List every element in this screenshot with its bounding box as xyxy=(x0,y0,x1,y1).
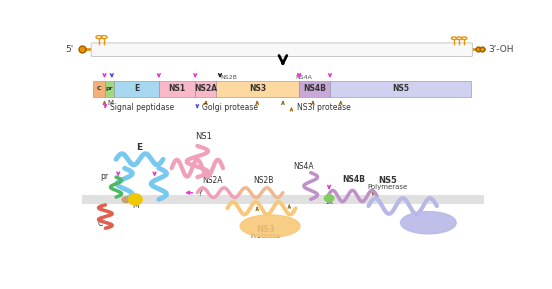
FancyBboxPatch shape xyxy=(82,195,484,203)
FancyBboxPatch shape xyxy=(104,81,114,97)
Text: NS1: NS1 xyxy=(195,132,212,141)
Text: NS5: NS5 xyxy=(378,176,397,185)
Ellipse shape xyxy=(325,195,334,202)
Text: Golgi protease: Golgi protease xyxy=(203,103,258,112)
Text: pr: pr xyxy=(100,172,109,181)
Text: C: C xyxy=(97,219,103,228)
FancyBboxPatch shape xyxy=(91,43,473,56)
Text: M: M xyxy=(108,100,114,106)
Ellipse shape xyxy=(401,212,456,234)
Text: NS5: NS5 xyxy=(392,84,409,93)
Text: NS4B: NS4B xyxy=(342,175,365,184)
FancyBboxPatch shape xyxy=(299,81,330,97)
Text: NS2B: NS2B xyxy=(253,176,274,185)
Text: Signal peptidase: Signal peptidase xyxy=(110,103,174,112)
Text: NS4A: NS4A xyxy=(295,75,312,80)
Text: 5': 5' xyxy=(65,45,73,54)
Ellipse shape xyxy=(122,197,130,203)
FancyBboxPatch shape xyxy=(93,81,104,97)
Ellipse shape xyxy=(129,194,142,205)
Ellipse shape xyxy=(240,215,300,237)
Text: NS2B: NS2B xyxy=(220,75,237,80)
Text: 3'-OH: 3'-OH xyxy=(489,45,514,54)
Text: NS4B: NS4B xyxy=(303,84,326,93)
Text: C: C xyxy=(96,86,101,92)
Text: ?: ? xyxy=(198,188,203,198)
Text: pr: pr xyxy=(105,86,113,92)
Text: NS3: NS3 xyxy=(249,84,266,93)
Text: E: E xyxy=(134,84,139,93)
Text: E: E xyxy=(136,143,142,152)
FancyBboxPatch shape xyxy=(195,81,216,97)
Text: NS4A: NS4A xyxy=(293,162,314,171)
FancyBboxPatch shape xyxy=(216,81,299,97)
Text: NS2A: NS2A xyxy=(194,84,217,93)
Text: M: M xyxy=(132,201,139,210)
Text: NS1: NS1 xyxy=(168,84,185,93)
FancyBboxPatch shape xyxy=(330,81,471,97)
Text: 2K: 2K xyxy=(325,200,333,205)
FancyBboxPatch shape xyxy=(159,81,195,97)
Text: NS3i protease: NS3i protease xyxy=(296,103,351,112)
FancyBboxPatch shape xyxy=(114,81,159,97)
Text: Protease: Protease xyxy=(251,233,281,239)
Text: NS2A: NS2A xyxy=(202,176,222,185)
Text: NS3: NS3 xyxy=(257,225,275,234)
Text: Polymerase: Polymerase xyxy=(368,184,408,190)
